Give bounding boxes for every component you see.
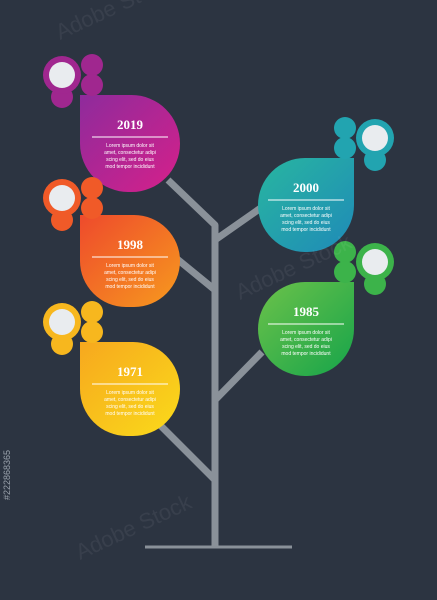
- node-shape: [80, 95, 180, 192]
- petal: [81, 177, 103, 199]
- description-line: Lorem ipsum dolor sit: [106, 390, 154, 396]
- watermark: Adobe Stock: [72, 489, 197, 565]
- petal: [334, 117, 356, 139]
- petal: [81, 301, 103, 323]
- description-line: mod tempor incididunt: [105, 164, 155, 170]
- year: 1985: [293, 304, 320, 319]
- description-line: mod tempor incididunt: [105, 411, 155, 417]
- description-line: amet, consectetur adipi: [280, 213, 332, 219]
- description-line: scing elit, sed do eius: [106, 404, 154, 410]
- tree: [157, 177, 268, 546]
- description-line: amet, consectetur adipi: [104, 397, 156, 403]
- description-line: amet, consectetur adipi: [104, 270, 156, 276]
- description-line: scing elit, sed do eius: [282, 220, 330, 226]
- petal: [81, 197, 103, 219]
- petal: [81, 321, 103, 343]
- petal: [334, 137, 356, 159]
- description-line: amet, consectetur adipi: [104, 150, 156, 156]
- node-shape: [80, 215, 180, 307]
- year: 2019: [117, 117, 144, 132]
- icon: [49, 185, 75, 211]
- petal: [334, 241, 356, 263]
- description-line: scing elit, sed do eius: [106, 157, 154, 163]
- description-line: Lorem ipsum dolor sit: [106, 143, 154, 149]
- description-line: scing elit, sed do eius: [282, 344, 330, 350]
- description-line: scing elit, sed do eius: [106, 277, 154, 283]
- icon: [362, 125, 388, 151]
- description-line: mod tempor incididunt: [281, 227, 331, 233]
- node-shape: [258, 282, 354, 376]
- icon: [49, 309, 75, 335]
- description-line: mod tempor incididunt: [281, 351, 331, 357]
- year: 1998: [117, 237, 144, 252]
- year: 2000: [293, 180, 319, 195]
- icon: [362, 249, 388, 275]
- petal: [81, 74, 103, 96]
- petal: [81, 54, 103, 76]
- description-line: Lorem ipsum dolor sit: [106, 263, 154, 269]
- description-line: amet, consectetur adipi: [280, 337, 332, 343]
- node-shape: [80, 342, 180, 436]
- petal: [334, 261, 356, 283]
- description-line: Lorem ipsum dolor sit: [282, 206, 330, 212]
- description-line: mod tempor incididunt: [105, 284, 155, 290]
- stock-id: #222868365: [2, 450, 12, 500]
- watermark: Adobe Stock: [52, 0, 177, 45]
- icon: [49, 62, 75, 88]
- description-line: Lorem ipsum dolor sit: [282, 330, 330, 336]
- year: 1971: [117, 364, 143, 379]
- node-shape: [258, 158, 354, 252]
